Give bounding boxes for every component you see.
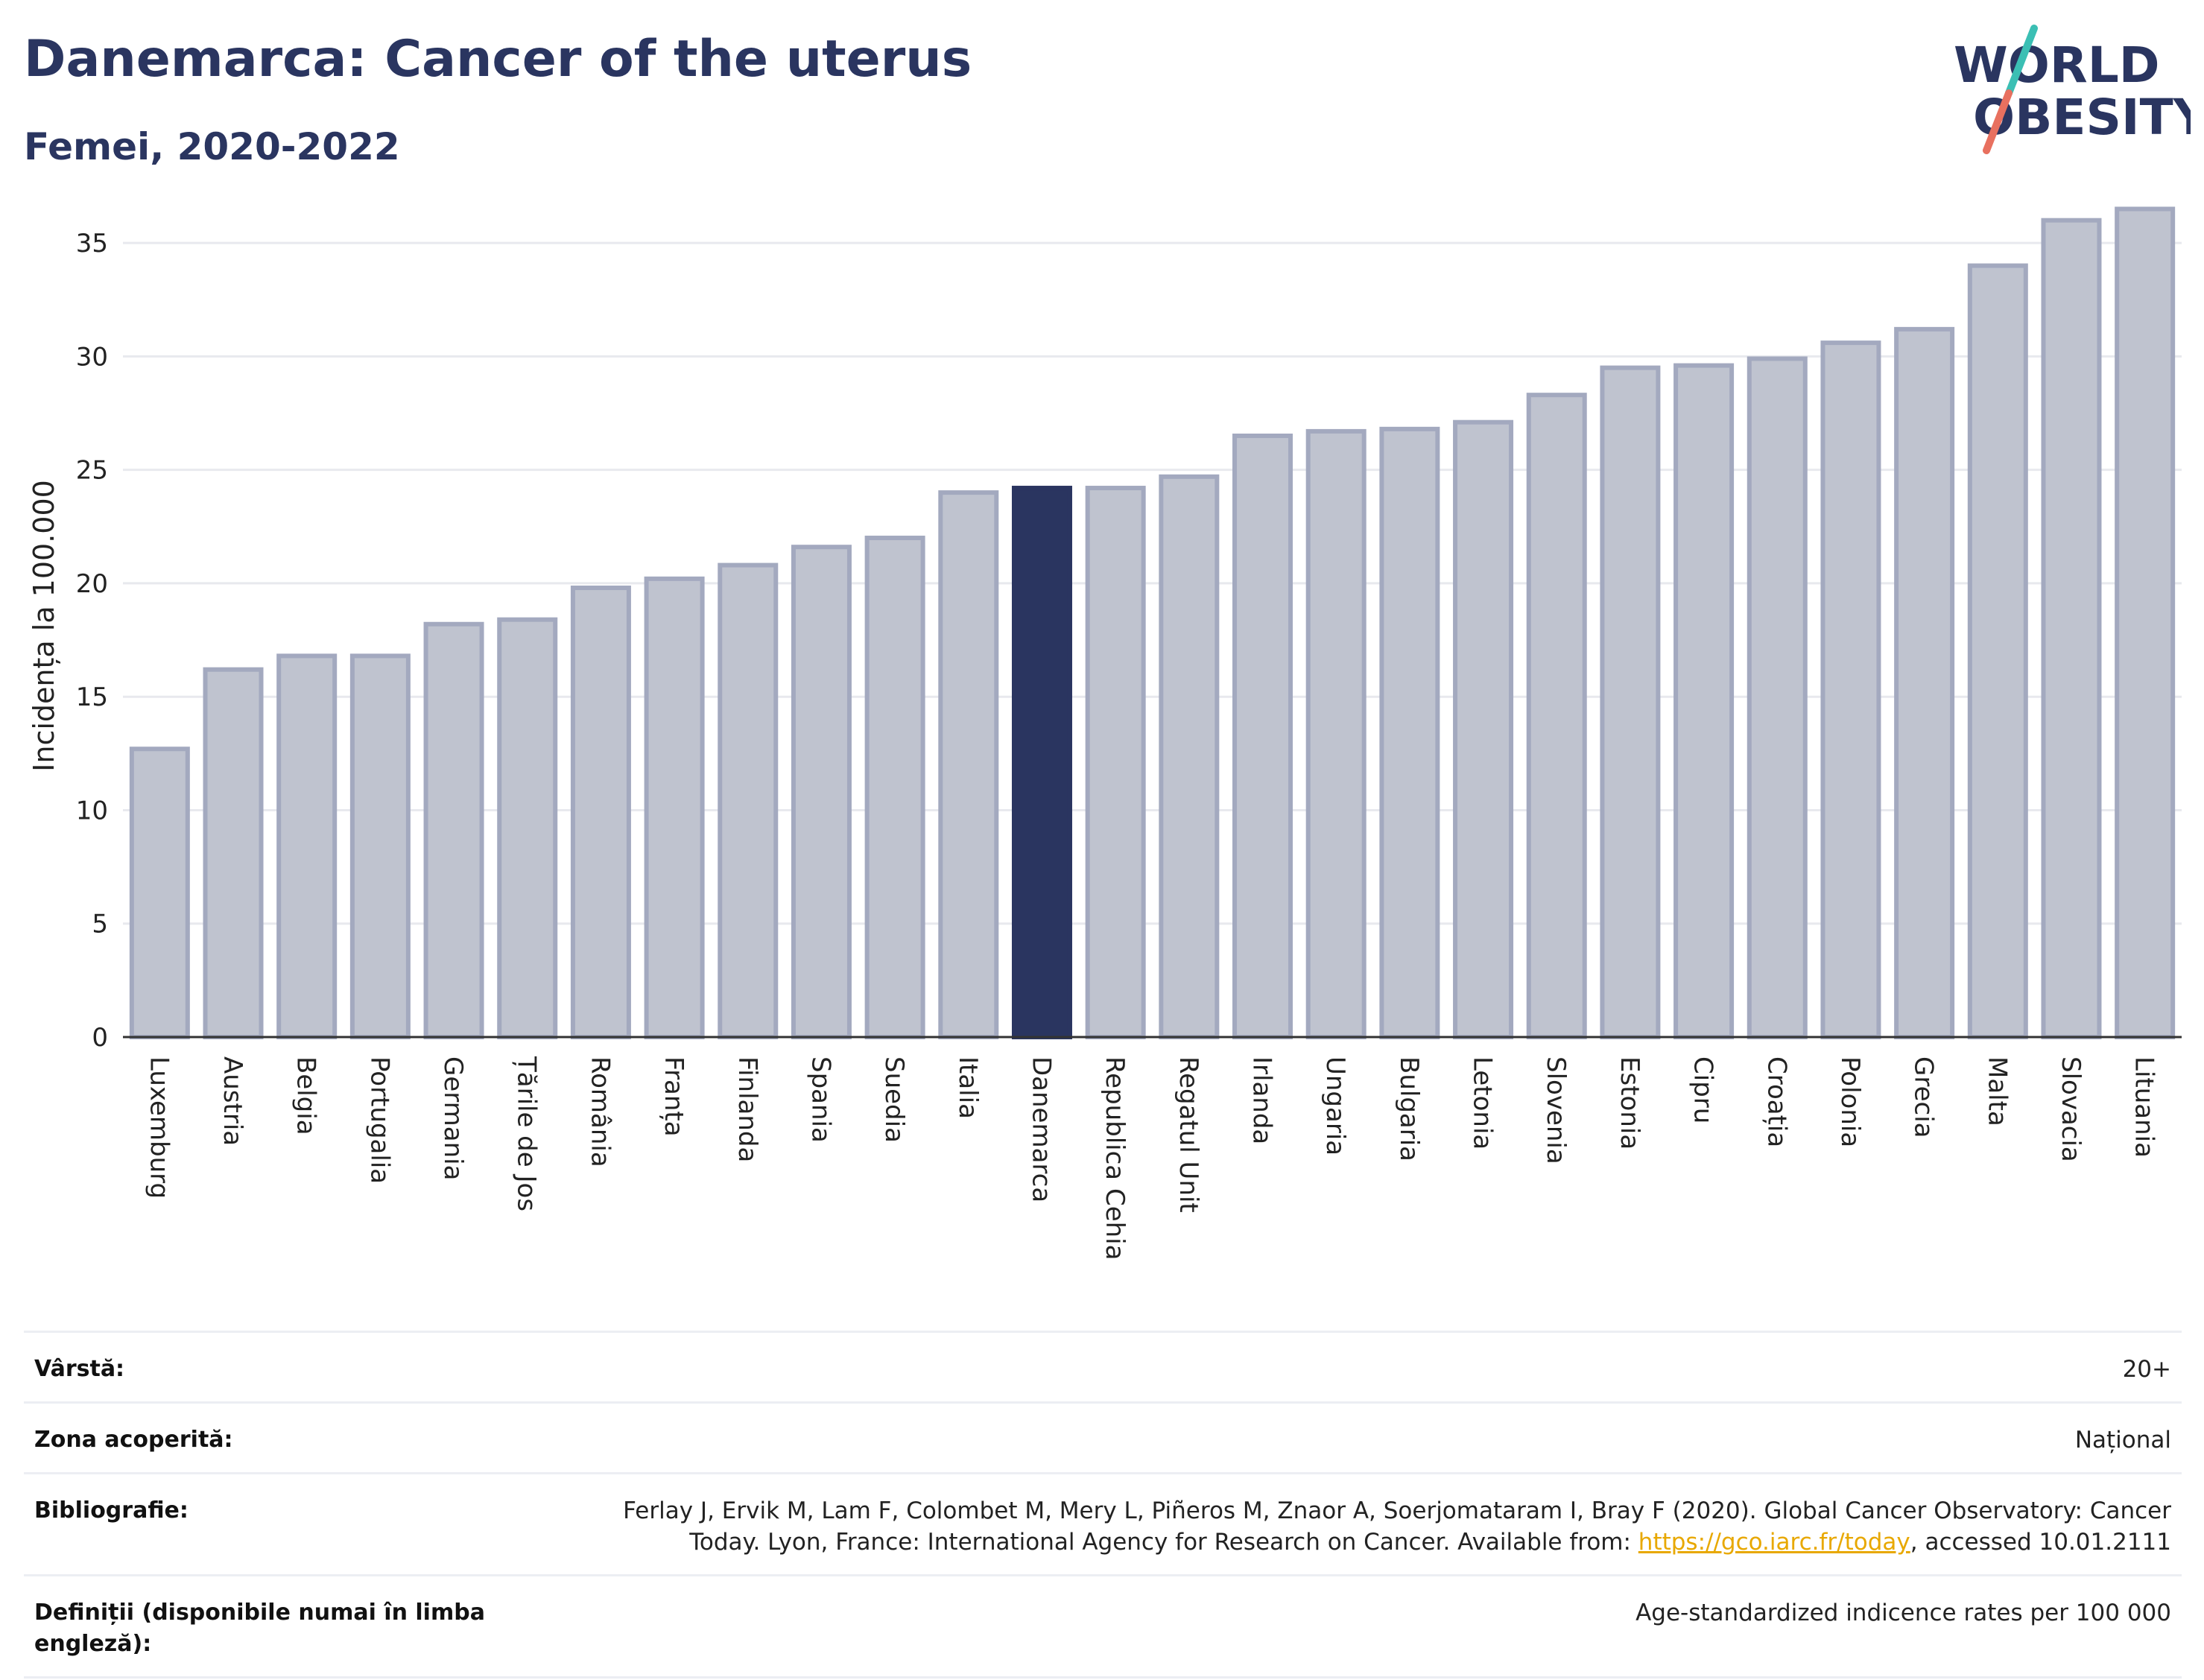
x-axis-labels: Luxemburg Austria Belgia Portugalia Germania… [144,1056,2159,1260]
meta-key-age: Vârstă: [34,1356,125,1382]
x-tick-label: Slovacia [2056,1056,2086,1162]
meta-value-age: 20+ [2122,1356,2171,1383]
meta-row-bibliography: Bibliografie: Ferlay J, Ervik M, Lam F, … [24,1472,2182,1574]
x-tick-label: Grecia [1909,1056,1939,1138]
bar [1820,340,1881,1039]
y-tick-label: 30 [76,342,108,372]
x-tick-label: Italia [953,1056,983,1119]
x-tick-label: Irlanda [1247,1056,1277,1144]
x-tick-label: România [585,1056,615,1167]
bibliography-link[interactable]: https://gco.iarc.fr/today [1638,1529,1910,1556]
bar [1526,393,1587,1039]
world-obesity-logo: WORLD OBESITY [1954,25,2191,154]
logo-slash-bottom [1983,89,2013,154]
bar [276,653,338,1039]
y-tick-label: 0 [92,1023,108,1053]
x-tick-label: Croația [1761,1056,1791,1147]
y-tick-label: 35 [76,229,108,259]
y-tick-label: 20 [76,569,108,599]
y-axis-ticks: 0 5 10 15 20 25 30 35 [76,229,108,1053]
bar [1305,428,1367,1039]
y-tick-label: 25 [76,456,108,486]
x-tick-label: Slovenia [1541,1056,1571,1164]
logo-text-world: WORLD [1954,37,2160,94]
x-tick-label: Austria [218,1056,247,1146]
bar [1747,356,1808,1040]
bar [938,490,999,1039]
bar [203,667,264,1039]
bar [1967,263,2028,1039]
bar [497,617,558,1039]
x-tick-label: Malta [1982,1056,2012,1126]
y-tick-label: 10 [76,796,108,825]
bar [718,562,779,1039]
meta-value-definitions: Age-standardized indicence rates per 100… [1635,1600,2171,1626]
bar [2115,206,2176,1039]
bar [2041,218,2102,1039]
meta-row-area: Zona acoperită: Național [24,1401,2182,1472]
bar [1011,486,1072,1039]
bar [1894,326,1955,1039]
x-tick-label: Suedia [879,1056,909,1143]
x-tick-label: Luxemburg [144,1056,174,1199]
x-tick-label: Cipru [1688,1056,1718,1123]
metadata-table: Vârstă: 20+ Zona acoperită: Național Bib… [24,1331,2182,1679]
meta-value-bibliography: Ferlay J, Ervik M, Lam F, Colombet M, Me… [569,1495,2171,1558]
bar [644,576,705,1039]
chart-subtitle: Femei, 2020-2022 [24,125,400,168]
bar [791,545,852,1039]
x-tick-label: Letonia [1468,1056,1498,1150]
x-tick-label: Regatul Unit [1174,1056,1203,1213]
y-tick-label: 15 [76,682,108,712]
x-tick-label: Polonia [1835,1056,1865,1147]
meta-row-age: Vârstă: 20+ [24,1331,2182,1401]
bibliography-accessed: , accessed 10.01.2111 [1910,1529,2171,1556]
bar [1232,433,1293,1039]
bar [349,653,411,1039]
bar [1453,419,1514,1039]
meta-key-bibliography: Bibliografie: [34,1497,189,1524]
x-tick-label: Țările de Jos [512,1056,542,1211]
x-tick-label: Portugalia [364,1056,394,1184]
bar [1673,363,1735,1039]
x-tick-label: Belgia [291,1056,321,1135]
bars [129,206,2176,1040]
x-tick-label: Lituania [2129,1056,2159,1158]
x-tick-label: Ungaria [1320,1056,1350,1156]
meta-key-definitions: Definiții (disponibile numai în limba en… [34,1600,485,1657]
x-tick-label: Franța [659,1056,688,1137]
bar [423,621,484,1039]
x-tick-label: Finlanda [732,1056,762,1162]
bar-chart: 0 5 10 15 20 25 30 35 Luxemburg Austria Belgia Por… [28,206,2182,1260]
chart-title: Danemarca: Cancer of the uterus [24,30,972,89]
x-tick-label: Danemarca [1026,1056,1056,1202]
x-tick-label: Republica Cehia [1100,1056,1130,1260]
meta-value-area: Național [2074,1427,2171,1454]
x-tick-label: Estonia [1615,1056,1644,1150]
bar [1600,365,1661,1040]
x-tick-label: Spania [805,1056,835,1143]
bar [1159,474,1220,1039]
meta-key-area: Zona acoperită: [34,1427,233,1453]
x-tick-label: Germania [438,1056,468,1180]
bar [864,536,925,1039]
bibliography-text: Ferlay J, Ervik M, Lam F, Colombet M, Me… [623,1497,2171,1556]
meta-row-definitions: Definiții (disponibile numai în limba en… [24,1574,2182,1679]
y-axis-label: Incidența la 100.000 [28,480,60,772]
bar [570,586,631,1039]
bar [129,747,190,1039]
bar [1085,486,1146,1039]
x-tick-label: Bulgaria [1394,1056,1424,1161]
y-tick-label: 5 [92,910,108,939]
logo-slash-top [2005,25,2038,97]
bar [1379,426,1440,1039]
